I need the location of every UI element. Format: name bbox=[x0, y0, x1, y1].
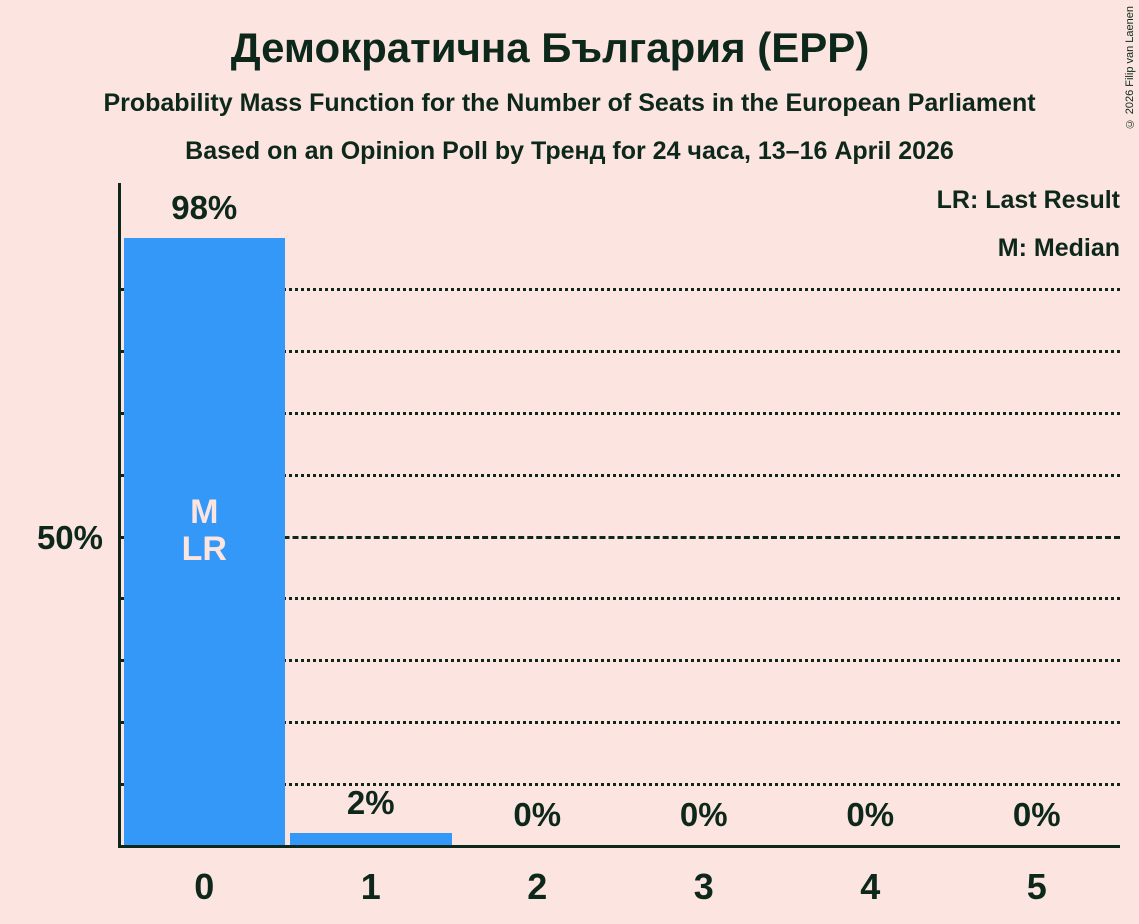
bar-annotation-lr: LR bbox=[181, 529, 227, 568]
chart-title: Демократична България (EPP) bbox=[230, 24, 870, 71]
bar-seats-0 bbox=[123, 238, 285, 845]
value-label-seats-1: 2% bbox=[346, 783, 395, 821]
y-axis-tick-label: 50% bbox=[36, 519, 103, 556]
x-tick-label-0: 0 bbox=[194, 866, 215, 907]
median-gridline-50 bbox=[121, 535, 1120, 539]
legend: LR: Last Result M: Median bbox=[937, 185, 1120, 281]
value-label-seats-2: 0% bbox=[513, 796, 562, 833]
bar-seats-1 bbox=[290, 832, 452, 845]
x-tick-label-1: 1 bbox=[360, 866, 381, 907]
bar-annotation-m: M bbox=[190, 492, 219, 531]
gridline-60 bbox=[121, 473, 1120, 477]
plot-area: 98% M LR 0 2% 1 0% 2 0% 3 0% 4 0% 5 bbox=[121, 183, 1120, 907]
gridline-70 bbox=[121, 411, 1120, 415]
value-label-seats-3: 0% bbox=[679, 796, 728, 833]
gridline-10 bbox=[121, 783, 1120, 787]
value-label-seats-0: 98% bbox=[171, 189, 238, 227]
gridline-20 bbox=[121, 721, 1120, 725]
bar-annotation-seats-0: M LR bbox=[121, 492, 288, 568]
x-tick-label-3: 3 bbox=[693, 866, 714, 907]
gridline-30 bbox=[121, 659, 1120, 663]
chart-subtitle-line1: Probability Mass Function for the Number… bbox=[103, 89, 1036, 117]
gridline-90 bbox=[121, 287, 1120, 291]
copyright-notice: © 2026 Filip van Laenen bbox=[1124, 6, 1136, 130]
value-label-seats-4: 0% bbox=[846, 796, 895, 833]
value-label-seats-5: 0% bbox=[1012, 796, 1061, 833]
y-axis-line bbox=[118, 183, 121, 848]
legend-median: M: Median bbox=[997, 234, 1120, 262]
gridline-80 bbox=[121, 349, 1120, 353]
x-tick-label-5: 5 bbox=[1026, 866, 1047, 907]
x-tick-label-2: 2 bbox=[527, 866, 548, 907]
chart-subtitle-line2: Based on an Opinion Poll by Тренд for 24… bbox=[185, 137, 954, 165]
x-axis-line bbox=[118, 845, 1120, 848]
gridline-40 bbox=[121, 597, 1120, 601]
legend-last-result: LR: Last Result bbox=[936, 186, 1120, 214]
x-tick-label-4: 4 bbox=[860, 866, 881, 907]
